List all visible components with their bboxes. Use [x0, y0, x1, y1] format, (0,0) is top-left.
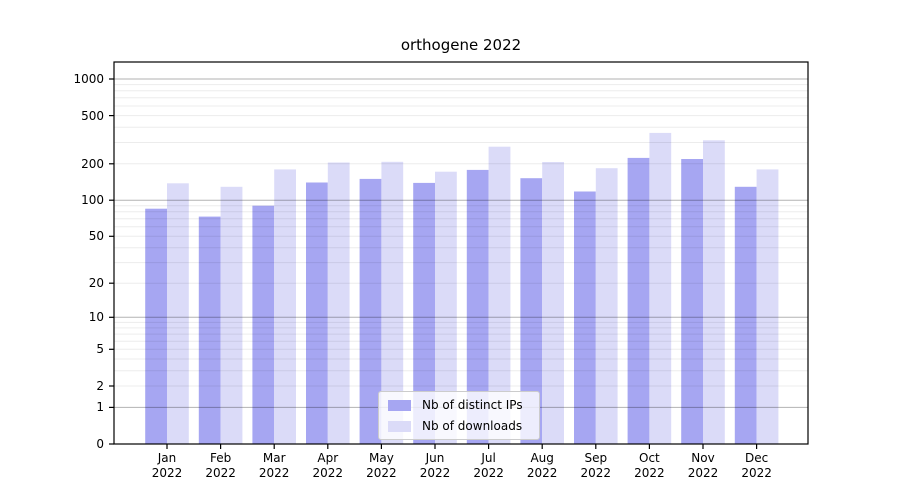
bar-distinct-ips-sep	[574, 191, 596, 444]
bar-downloads-mar	[274, 169, 296, 444]
legend-label-downloads: Nb of downloads	[422, 419, 523, 433]
bar-downloads-aug	[542, 162, 564, 444]
bar-distinct-ips-dec	[734, 186, 757, 445]
bar-distinct-ips-jan	[145, 208, 167, 444]
bar-downloads-may	[381, 161, 404, 445]
bar-downloads-jun	[435, 171, 457, 444]
bar-downloads-jul	[488, 146, 511, 444]
x-tick-label-dec: Dec 2022	[741, 451, 772, 480]
legend: Nb of distinct IPs Nb of downloads	[378, 391, 540, 440]
legend-label-distinct-ips: Nb of distinct IPs	[422, 398, 523, 412]
bar-distinct-ips-apr	[306, 182, 328, 444]
bar-downloads-jan	[167, 183, 189, 445]
y-tick-label-0: 0	[96, 437, 104, 451]
y-tick-label-200: 200	[81, 156, 104, 171]
bar-downloads-apr	[327, 162, 350, 444]
x-tick-label-apr: Apr 2022	[312, 451, 344, 480]
bar-distinct-ips-nov	[681, 159, 703, 444]
chart-title: orthogene 2022	[400, 36, 522, 54]
bar-downloads-dec	[756, 169, 779, 444]
y-tick-label-50: 50	[88, 229, 104, 244]
x-tick-label-sep: Sep 2022	[580, 451, 612, 480]
y-tick-label-1: 1	[96, 400, 104, 415]
x-tick-label-jul: Jul 2022	[473, 451, 504, 480]
y-tick-label-20: 20	[88, 276, 104, 291]
legend-swatch-downloads	[388, 420, 411, 432]
bar-downloads-sep	[595, 168, 618, 444]
bar-distinct-ips-jun	[413, 182, 435, 444]
bar-downloads-feb	[220, 186, 243, 445]
bar-distinct-ips-jul	[466, 169, 489, 444]
plot-border	[113, 61, 809, 445]
legend-swatch-distinct-ips	[388, 399, 411, 411]
x-tick-label-feb: Feb 2022	[205, 451, 236, 480]
legend-item-downloads: Nb of downloads	[388, 418, 530, 434]
x-tick-label-oct: Oct 2022	[634, 451, 665, 480]
x-tick-label-jan: Jan 2022	[151, 451, 183, 480]
y-tick-label-500: 500	[81, 108, 104, 123]
x-tick-label-jun: Jun 2022	[419, 451, 451, 480]
y-tick-label-100: 100	[81, 193, 104, 208]
x-tick-label-nov: Nov 2022	[687, 451, 719, 480]
bar-distinct-ips-aug	[520, 178, 543, 444]
bar-distinct-ips-may	[359, 178, 382, 444]
x-tick-label-aug: Aug 2022	[526, 451, 558, 480]
y-tick-label-2: 2	[96, 379, 104, 393]
bar-distinct-ips-oct	[627, 157, 650, 444]
bar-distinct-ips-feb	[198, 216, 221, 444]
bar-downloads-oct	[649, 132, 672, 444]
y-tick-label-10: 10	[88, 310, 104, 325]
x-tick-label-mar: Mar 2022	[258, 451, 290, 480]
y-tick-label-5: 5	[96, 342, 104, 357]
y-tick-label-1000: 1000	[73, 72, 104, 86]
bar-downloads-nov	[703, 140, 725, 445]
x-tick-label-may: May 2022	[366, 451, 397, 480]
legend-item-distinct-ips: Nb of distinct IPs	[388, 397, 530, 413]
bar-distinct-ips-mar	[252, 205, 275, 444]
